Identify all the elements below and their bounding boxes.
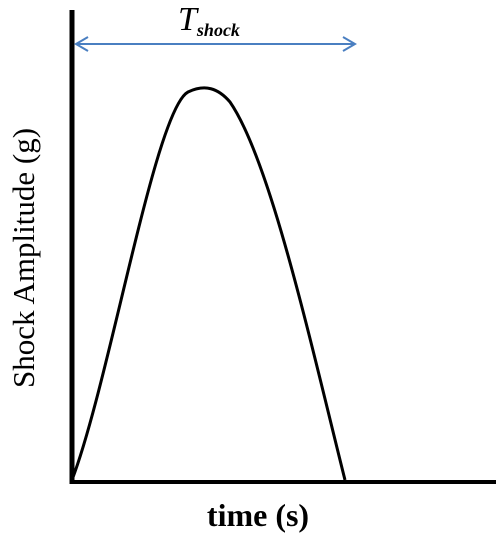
duration-subscript: shock	[196, 20, 240, 40]
duration-symbol: T	[178, 1, 199, 38]
x-axis-label: time (s)	[207, 497, 309, 533]
duration-arrow	[74, 36, 357, 52]
y-axis-label: Shock Amplitude (g)	[6, 128, 41, 388]
duration-label: Tshock	[178, 1, 240, 40]
shock-pulse-curve	[70, 86, 347, 481]
